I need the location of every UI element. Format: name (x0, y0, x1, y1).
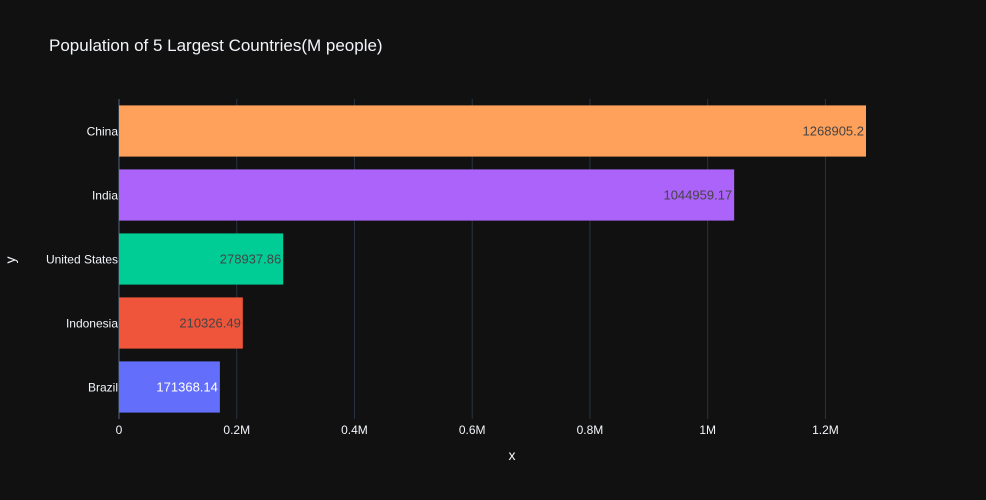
x-axis-title: x (509, 447, 516, 463)
x-tick-labels: 0 0.2M 0.4M 0.6M 0.8M 1M 1.2M (116, 423, 839, 437)
chart-title: Population of 5 Largest Countries(M peop… (49, 36, 383, 55)
y-tick-label: China (87, 125, 119, 139)
x-tick-label: 0.8M (577, 423, 604, 437)
bar (119, 105, 866, 157)
y-tick-labels: Brazil Indonesia United States India China (46, 125, 118, 395)
x-tick-label: 0 (116, 423, 123, 437)
bar (119, 297, 243, 349)
y-tick-label: India (92, 189, 118, 203)
x-tick-label: 1.2M (812, 423, 839, 437)
bar (119, 169, 735, 221)
x-tick-label: 1M (699, 423, 716, 437)
x-tick-label: 0.4M (341, 423, 368, 437)
y-axis-title: y (2, 257, 18, 264)
bar (119, 361, 220, 413)
value-labels: 171368.14 210326.49 278937.86 1044959.17 126… (156, 124, 864, 395)
bars (119, 105, 866, 413)
y-tick-label: United States (46, 253, 118, 267)
bar (119, 233, 284, 285)
x-tick-label: 0.2M (223, 423, 250, 437)
y-tick-label: Indonesia (66, 317, 118, 331)
data-label: 278937.86 (220, 252, 281, 267)
data-label: 210326.49 (179, 316, 240, 331)
data-label: 1268905.2 (803, 124, 864, 139)
data-label: 171368.14 (156, 380, 217, 395)
x-tick-label: 0.6M (459, 423, 486, 437)
y-tick-label: Brazil (88, 381, 118, 395)
data-label: 1044959.17 (663, 188, 732, 203)
